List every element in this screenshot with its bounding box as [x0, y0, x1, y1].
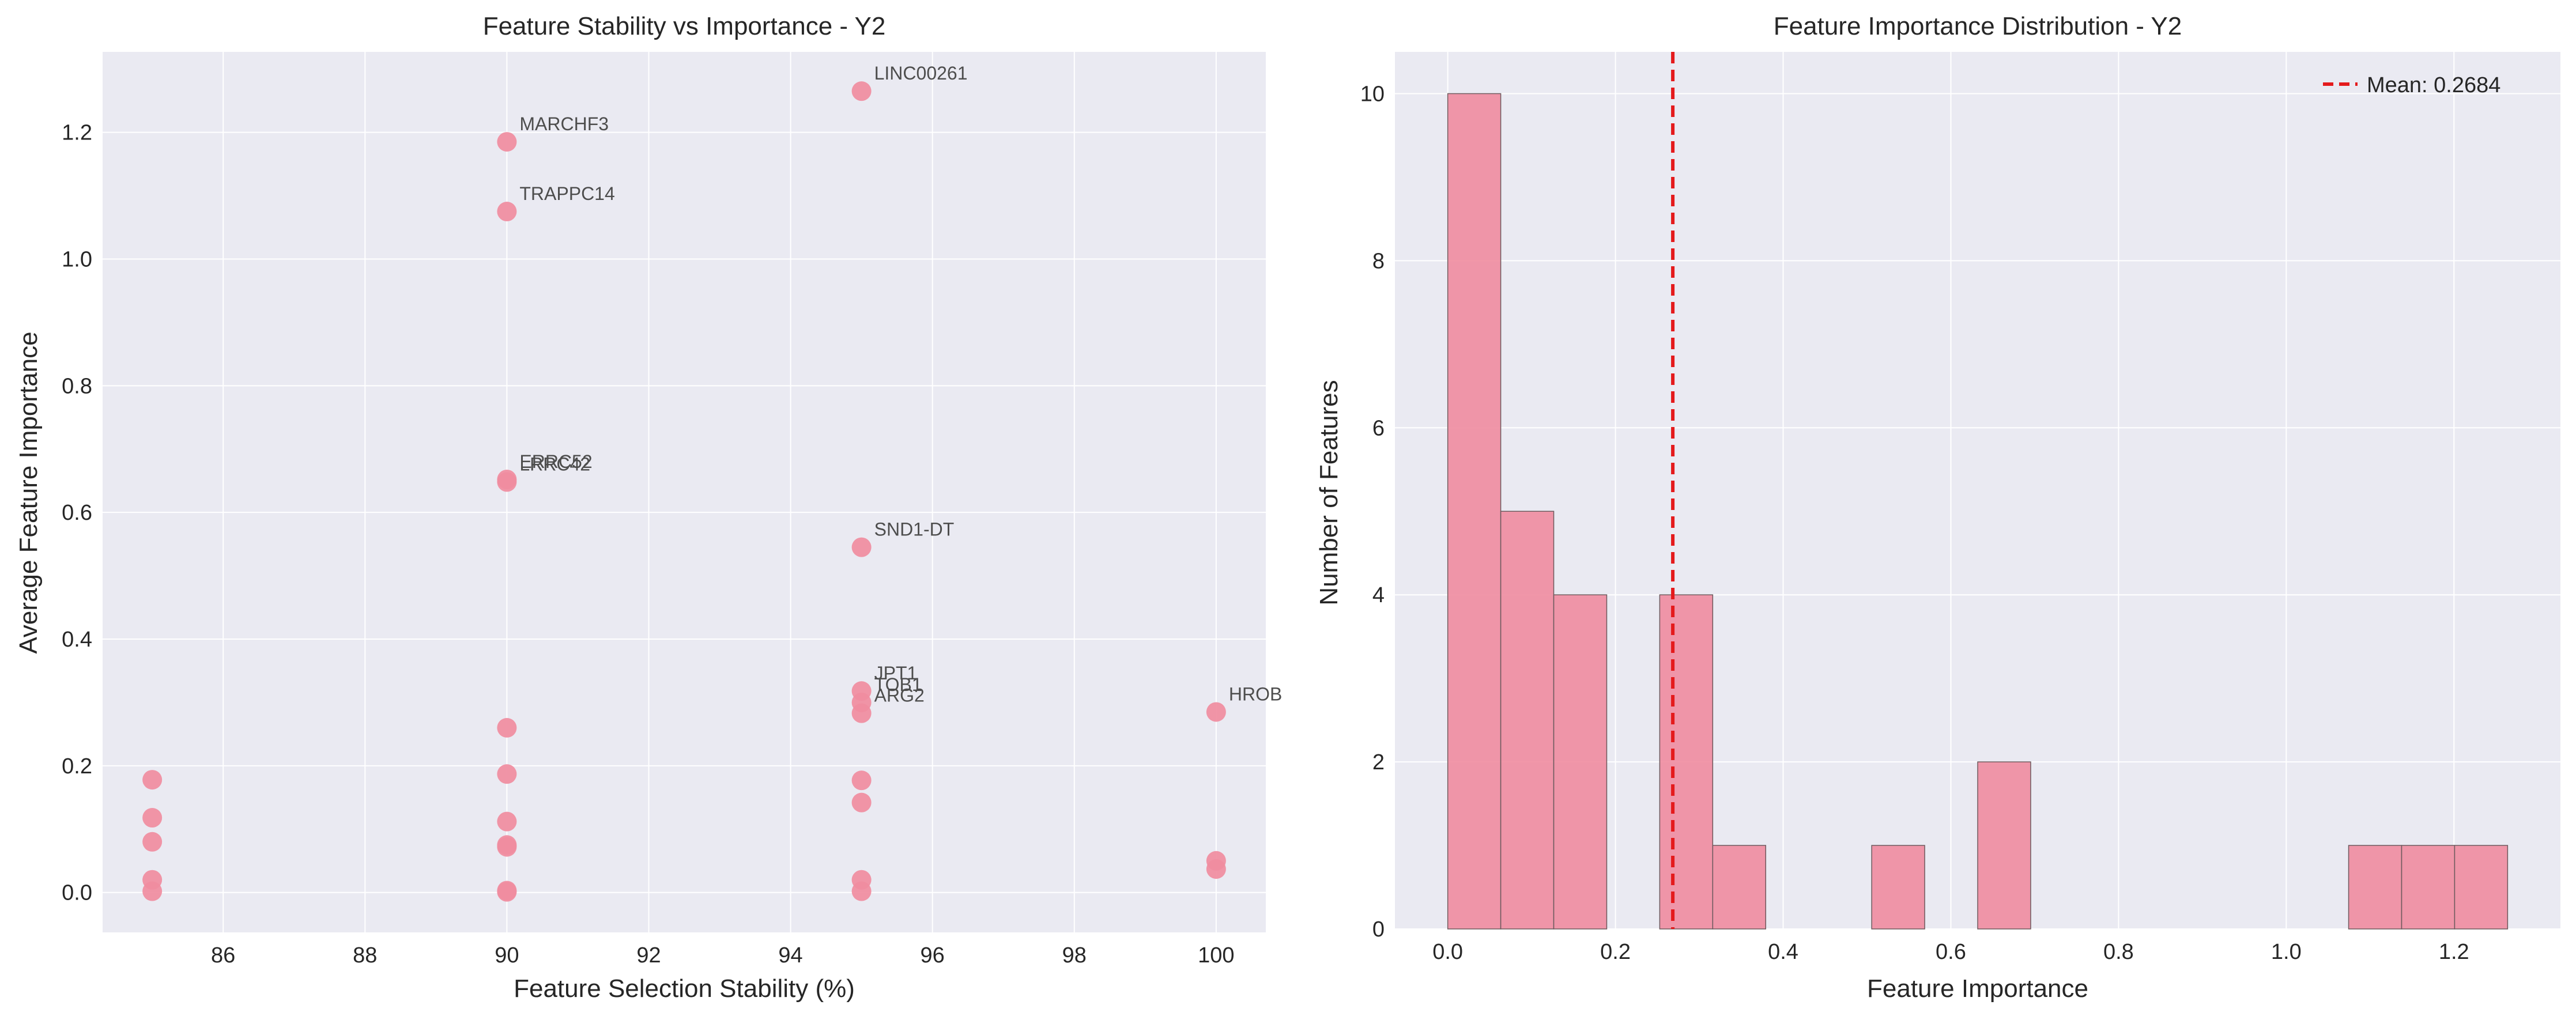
histogram-x-tick-label: 0.0 — [1432, 940, 1463, 964]
histogram-x-tick-label: 0.4 — [1768, 940, 1798, 964]
histogram-title: Feature Importance Distribution - Y2 — [1774, 12, 2182, 40]
point-annotation: JPT1 — [874, 663, 918, 683]
scatter-y-tick-label: 1.2 — [62, 121, 92, 145]
scatter-x-tick-label: 94 — [778, 943, 802, 968]
scatter-y-tick-label: 0.6 — [62, 501, 92, 525]
scatter-point — [497, 717, 517, 738]
point-annotation: ARG2 — [874, 685, 925, 706]
scatter-y-tick-label: 0.4 — [62, 628, 92, 652]
point-annotation: SND1-DT — [874, 519, 955, 540]
scatter-point — [497, 202, 517, 222]
scatter-point — [497, 811, 517, 832]
histogram-y-tick-label: 0 — [1372, 917, 1385, 942]
point-annotation: TRAPPC14 — [519, 183, 614, 204]
scatter-point — [142, 770, 163, 790]
legend: Mean: 0.2684 — [2323, 73, 2500, 97]
histogram-bar — [2401, 845, 2456, 930]
scatter-point — [497, 837, 517, 857]
scatter-y-tick-label: 1.0 — [62, 247, 92, 271]
scatter-x-tick-label: 100 — [1198, 943, 1234, 968]
histogram-x-tick-label: 0.2 — [1600, 940, 1631, 964]
histogram-x-tick-labels: 0.0 0.2 0.4 0.6 0.8 1.0 1.2 — [1432, 940, 2469, 964]
scatter-x-axis-label: Feature Selection Stability (%) — [514, 974, 855, 1003]
scatter-y-tick-label: 0.2 — [62, 754, 92, 779]
scatter-plot-area — [103, 52, 1266, 932]
scatter-y-tick-label: 0.0 — [62, 881, 92, 905]
histogram-bar — [2454, 845, 2509, 930]
scatter-y-axis-label: Average Feature Importance — [14, 331, 43, 653]
legend-mean-label: Mean: 0.2684 — [2367, 73, 2500, 97]
scatter-x-tick-label: 86 — [211, 943, 235, 968]
histogram-x-axis-label: Feature Importance — [1867, 974, 2088, 1003]
scatter-point — [851, 537, 872, 557]
scatter-x-tick-labels: 86 88 90 92 94 96 98 100 — [211, 943, 1235, 968]
scatter-point — [142, 832, 163, 852]
scatter-point — [851, 770, 872, 791]
histogram-y-tick-label: 2 — [1372, 750, 1385, 775]
histogram-y-tick-label: 4 — [1372, 583, 1385, 607]
histogram-bar — [1500, 511, 1555, 930]
scatter-point — [851, 881, 872, 901]
scatter-point — [497, 764, 517, 784]
scatter-point — [497, 132, 517, 152]
histogram-bar — [1659, 594, 1714, 930]
scatter-points — [142, 81, 1226, 902]
histogram-bar — [1977, 761, 2031, 930]
histogram-x-tick-label: 0.6 — [1936, 940, 1966, 964]
histogram-panel: 0.0 0.2 0.4 0.6 0.8 1.0 1.2 0 2 4 6 8 10 Feature Im… — [1315, 12, 2560, 1003]
scatter-x-tick-label: 90 — [495, 943, 519, 968]
histogram-bars — [1447, 93, 2509, 930]
histogram-y-tick-label: 10 — [1360, 82, 1385, 106]
scatter-title: Feature Stability vs Importance - Y2 — [483, 12, 886, 40]
scatter-x-tick-label: 92 — [636, 943, 661, 968]
histogram-y-tick-label: 6 — [1372, 416, 1385, 440]
point-annotation: HROB — [1229, 683, 1282, 704]
histogram-bar — [1871, 845, 1925, 930]
histogram-x-tick-label: 0.8 — [2103, 940, 2134, 964]
histogram-bar — [2348, 845, 2402, 930]
scatter-grid — [103, 52, 1266, 932]
scatter-point — [142, 808, 163, 828]
point-annotation: LINC00261 — [874, 63, 968, 84]
histogram-y-tick-label: 8 — [1372, 249, 1385, 273]
scatter-point — [851, 792, 872, 813]
scatter-point — [497, 472, 517, 492]
point-annotation: LRRC42 — [519, 454, 590, 474]
scatter-y-tick-labels: 0.0 0.2 0.4 0.6 0.8 1.0 1.2 — [62, 121, 92, 905]
scatter-point — [851, 703, 872, 723]
scatter-point — [1206, 702, 1226, 722]
point-annotation: ERRC52 — [519, 451, 592, 472]
scatter-x-tick-label: 96 — [921, 943, 945, 968]
scatter-point — [142, 881, 163, 901]
histogram-x-tick-label: 1.2 — [2439, 940, 2469, 964]
scatter-point — [497, 882, 517, 902]
scatter-y-tick-label: 0.8 — [62, 374, 92, 398]
scatter-x-tick-label: 98 — [1062, 943, 1087, 968]
scatter-x-tick-label: 88 — [353, 943, 377, 968]
histogram-y-tick-labels: 0 2 4 6 8 10 — [1360, 82, 1385, 942]
point-annotation: TOB1 — [874, 674, 922, 695]
histogram-bar — [1553, 594, 1608, 930]
scatter-point — [1206, 859, 1226, 879]
point-annotation: MARCHF3 — [519, 114, 609, 134]
histogram-x-tick-label: 1.0 — [2271, 940, 2302, 964]
histogram-bar — [1712, 845, 1767, 930]
histogram-y-axis-label: Number of Features — [1315, 380, 1343, 605]
scatter-point — [851, 81, 872, 101]
histogram-bar — [1447, 93, 1502, 930]
